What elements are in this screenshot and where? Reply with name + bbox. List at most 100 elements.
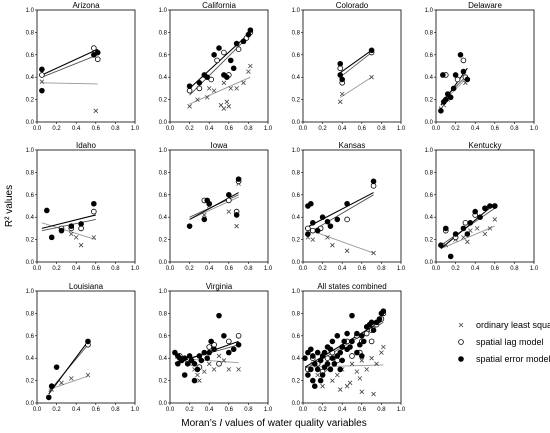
panel-title: Arizona	[72, 1, 100, 10]
lag-point	[235, 46, 242, 52]
error-point	[319, 214, 326, 221]
err-fit-line	[48, 341, 89, 395]
ols-point	[443, 242, 449, 248]
lag-point	[196, 85, 203, 92]
ols-point	[369, 355, 374, 361]
ols-point	[374, 361, 379, 367]
ols-point	[221, 80, 227, 86]
y-tick-label: 0.2	[159, 379, 168, 385]
x-tick-label: 0.8	[111, 407, 120, 413]
panel-title: Kansas	[339, 141, 366, 150]
ols-point	[85, 372, 91, 378]
error-point	[186, 353, 193, 359]
error-point	[442, 225, 449, 232]
error-point	[201, 216, 208, 223]
panel-title: Delaware	[468, 1, 502, 10]
y-tick-label: 0.8	[425, 30, 434, 36]
y-tick-label: 0.6	[26, 193, 35, 199]
error-point	[245, 31, 252, 38]
x-tick-label: 0.0	[166, 407, 175, 413]
y-tick-label: 0.6	[425, 53, 434, 59]
panel-california: California 0.0 0.2 0.4 0.6 0.8 1.0 0.0 0.2 0.4 0.6…	[159, 1, 273, 132]
error-point	[368, 319, 375, 326]
x-tick-label: 0.0	[33, 407, 42, 413]
panel-frame	[169, 9, 269, 123]
err-fit-line	[304, 192, 374, 229]
x-tick-label: 0.4	[205, 126, 214, 132]
error-point	[230, 65, 237, 72]
x-tick-label: 0.4	[338, 266, 347, 272]
error-point	[309, 220, 316, 226]
error-point	[354, 349, 360, 356]
y-tick-label: 0.0	[26, 401, 35, 407]
ols-point	[487, 226, 493, 231]
panel-frame	[36, 149, 136, 263]
error-point	[191, 377, 198, 384]
y-tick-label: 0.0	[425, 260, 434, 266]
y-axis-label: R² values	[4, 185, 15, 227]
ols-point	[226, 367, 232, 372]
error-point	[216, 312, 222, 319]
error-point	[347, 344, 353, 350]
panel-title: Virginia	[206, 282, 233, 291]
error-point	[370, 178, 377, 185]
error-point	[314, 227, 321, 234]
error-point	[337, 366, 344, 373]
panel-kentucky: Kentucky 0.0 0.2 0.4 0.6 0.8 1.0 0.0 0.2 0.4 0.6 0.…	[425, 141, 539, 272]
error-point	[337, 72, 344, 78]
lag-point	[305, 225, 311, 232]
y-tick-label: 1.0	[26, 8, 35, 14]
lag-point	[324, 355, 331, 362]
error-point	[201, 349, 208, 356]
error-point	[360, 338, 367, 345]
lag-point	[462, 220, 469, 226]
x-tick-label: 0.2	[185, 407, 194, 413]
err-fit-line	[41, 48, 98, 76]
x-tick-label: 1.0	[264, 266, 273, 272]
error-point	[308, 346, 314, 353]
y-tick-label: 0.8	[159, 311, 168, 317]
error-point	[308, 366, 314, 373]
error-point	[317, 377, 324, 384]
y-tick-label: 0.8	[292, 30, 301, 36]
x-tick-label: 0.4	[72, 266, 81, 272]
x-tick-label: 0.0	[299, 266, 308, 272]
x-tick-label: 0.0	[166, 266, 175, 272]
y-tick-label: 1.0	[292, 289, 301, 295]
error-point	[309, 353, 316, 359]
x-tick-label: 1.0	[397, 126, 406, 132]
y-tick-label: 0.4	[292, 356, 301, 362]
x-tick-label: 1.0	[264, 126, 273, 132]
x-tick-label: 0.8	[510, 126, 519, 132]
ols-point	[59, 380, 64, 386]
x-tick-label: 0.2	[318, 126, 327, 132]
error-point	[477, 214, 483, 221]
error-point	[354, 330, 360, 337]
panel-frame	[169, 149, 269, 263]
error-point	[235, 176, 242, 182]
ols-point	[73, 235, 79, 240]
error-point	[181, 355, 188, 362]
y-tick-label: 0.8	[26, 30, 35, 36]
ols-point	[359, 389, 365, 395]
lag-point	[226, 338, 232, 345]
legend-marker-filled-circle	[458, 356, 464, 362]
x-tick-label: 0.6	[358, 266, 367, 272]
y-tick-label: 0.6	[425, 193, 434, 199]
lag-point	[368, 338, 375, 345]
x-tick-label: 0.4	[72, 407, 81, 413]
x-tick-label: 0.0	[166, 126, 175, 132]
x-tick-label: 0.8	[377, 266, 386, 272]
ols-point	[226, 104, 232, 109]
ols-point	[224, 99, 230, 105]
x-tick-label: 1.0	[131, 126, 140, 132]
ols-point	[369, 74, 374, 80]
error-point	[339, 344, 346, 350]
error-point	[68, 223, 75, 229]
y-tick-label: 0.4	[159, 356, 168, 362]
ols-point	[337, 387, 343, 392]
ols-point	[187, 104, 192, 109]
x-tick-label: 0.4	[471, 126, 480, 132]
ols-point	[206, 86, 212, 91]
panel-frame	[36, 9, 136, 123]
